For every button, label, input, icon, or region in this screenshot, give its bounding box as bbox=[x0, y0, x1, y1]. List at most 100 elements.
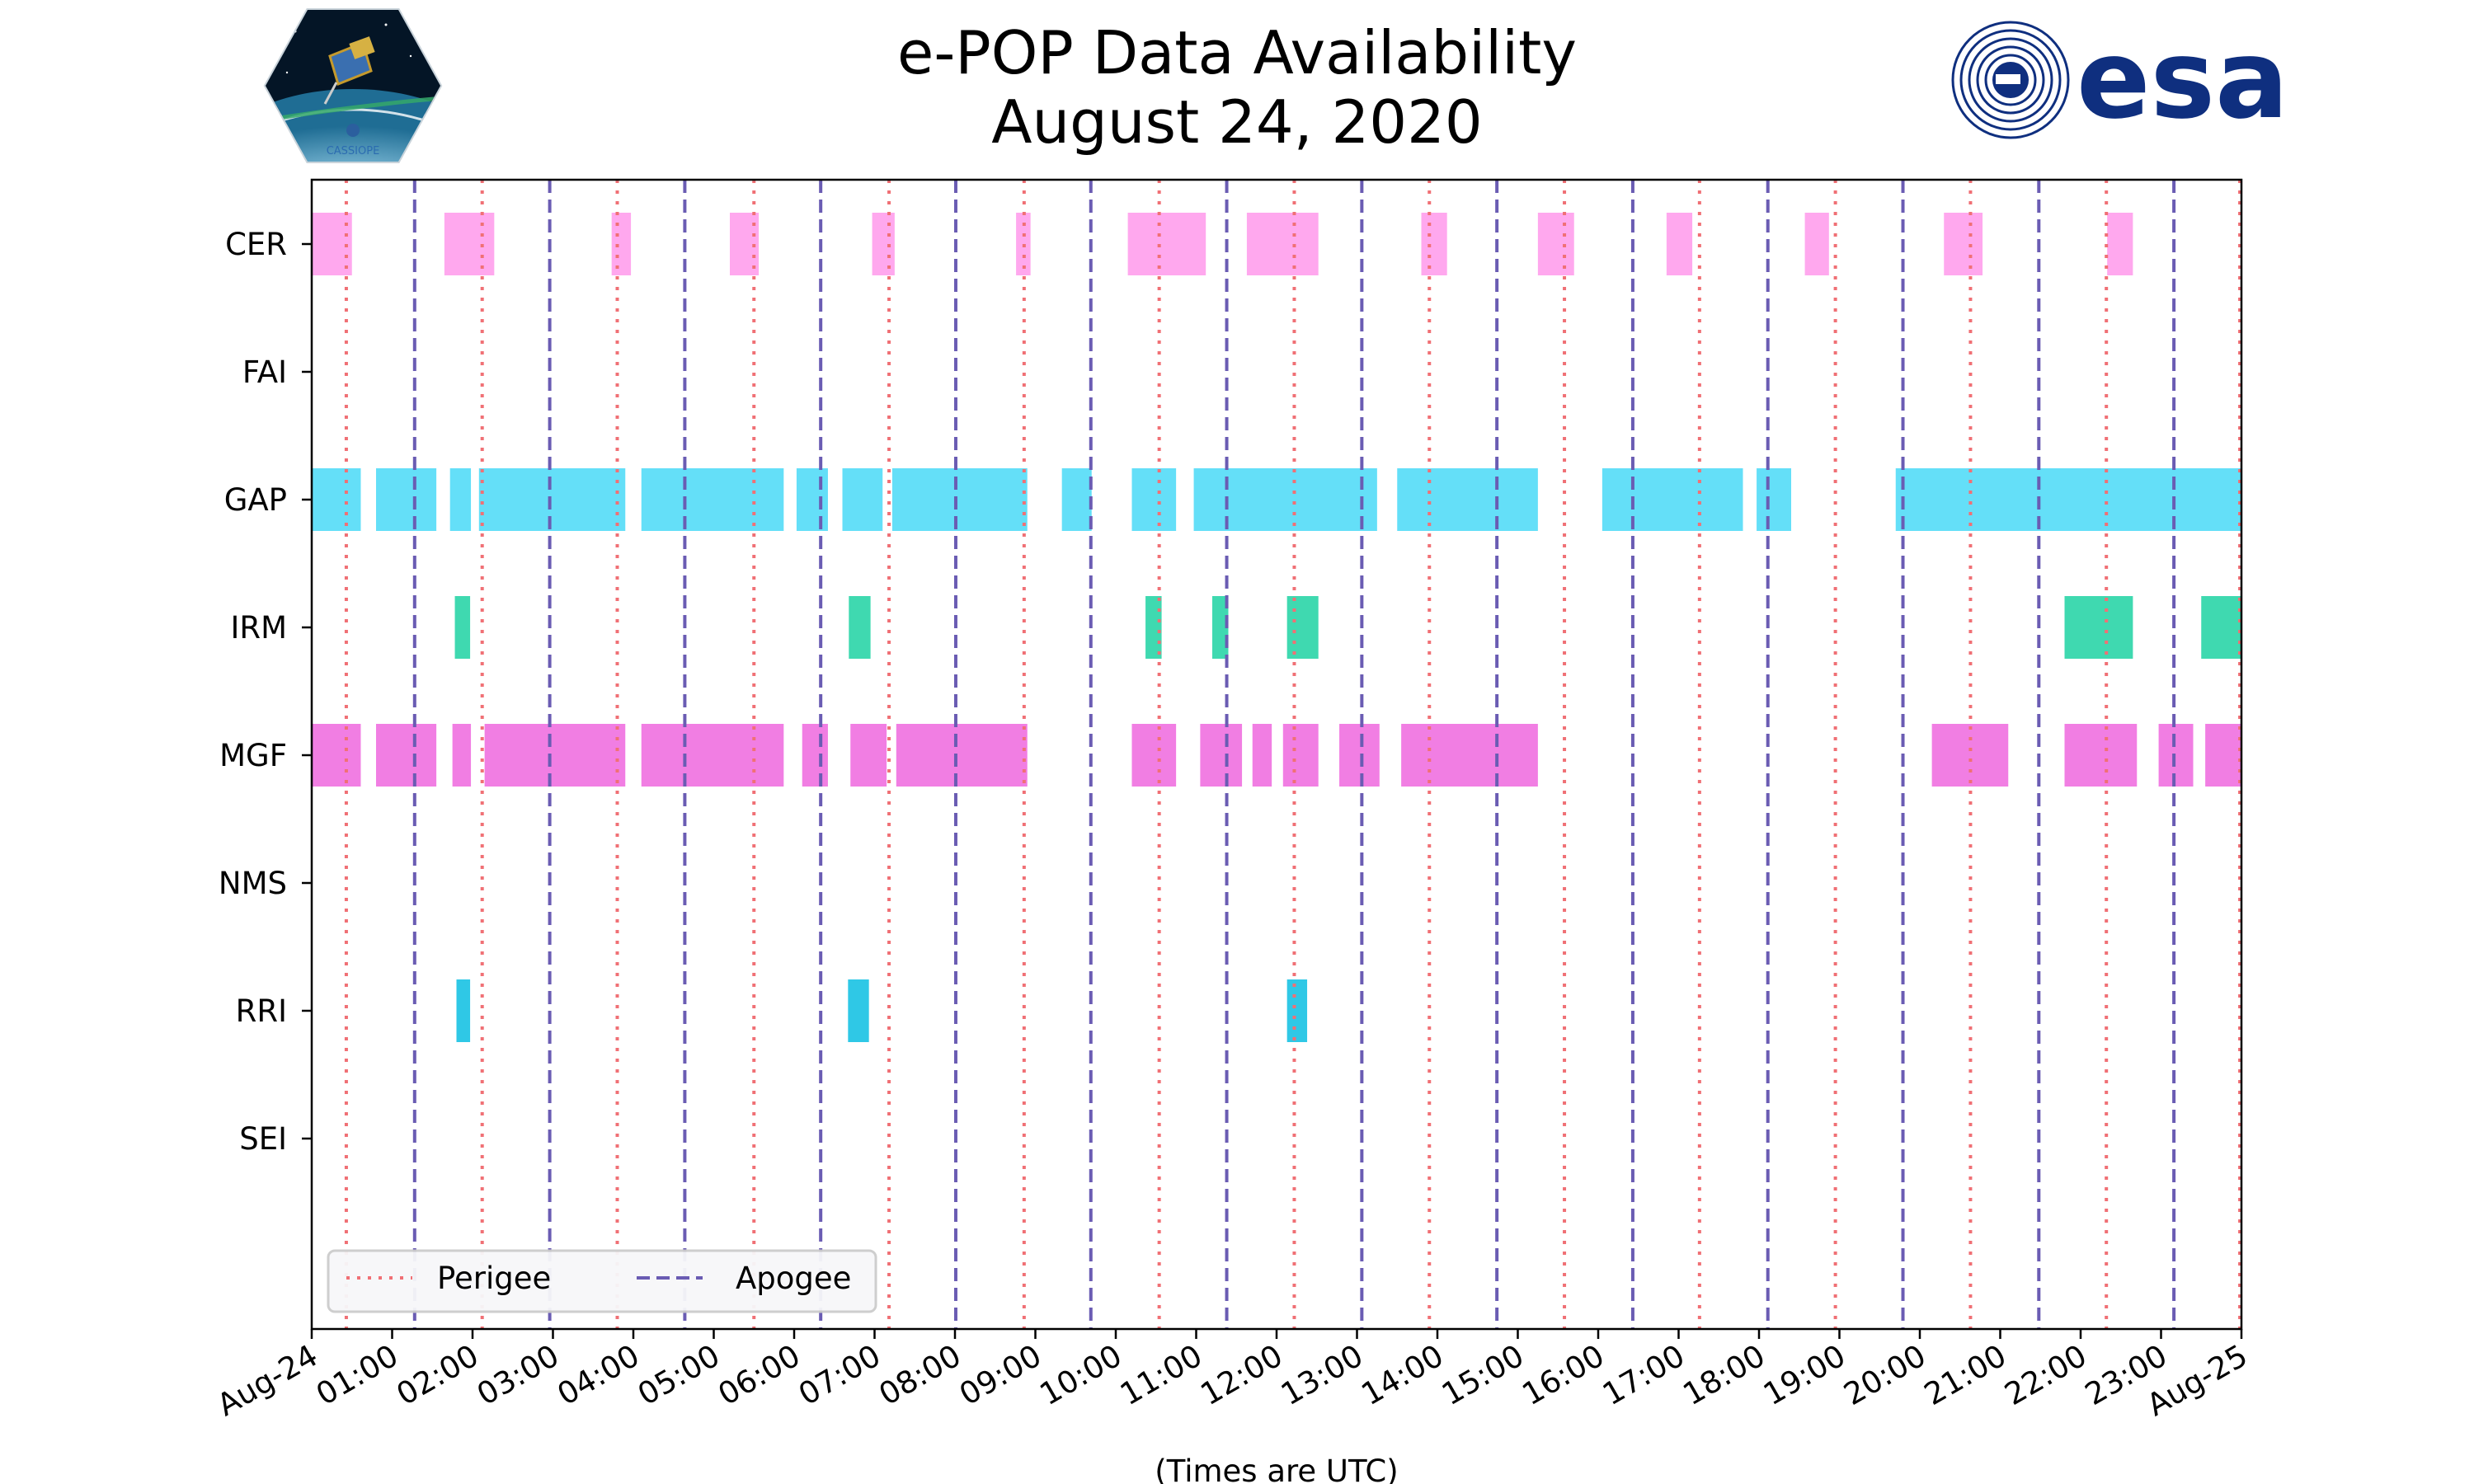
esa-logo: esa bbox=[1951, 20, 2288, 140]
y-tick-label: FAI bbox=[242, 355, 287, 390]
x-tick-label: 04:00 bbox=[552, 1338, 646, 1413]
legend-box bbox=[327, 1249, 877, 1313]
legend: Perigee Apogee bbox=[327, 1249, 877, 1313]
bar-cer bbox=[1246, 213, 1319, 275]
bar-irm bbox=[1286, 596, 1319, 659]
legend-apogee-label: Apogee bbox=[736, 1261, 851, 1296]
bar-irm bbox=[849, 596, 871, 659]
x-tick-label: 06:00 bbox=[713, 1338, 807, 1413]
satellite-icon bbox=[323, 36, 375, 105]
bar-mgf bbox=[2158, 724, 2194, 787]
bar-mgf bbox=[802, 724, 828, 787]
bar-gap bbox=[478, 468, 626, 531]
cassiope-mission-logo: CASSIOPE bbox=[263, 8, 443, 163]
bar-mgf bbox=[452, 724, 472, 787]
bar-mgf bbox=[2064, 724, 2138, 787]
x-tick-label: 03:00 bbox=[471, 1338, 565, 1413]
x-tick-label: 09:00 bbox=[953, 1338, 1047, 1413]
bar-cer bbox=[1804, 213, 1829, 275]
bar-gap bbox=[376, 468, 437, 531]
bar-gap bbox=[1061, 468, 1092, 531]
cassiope-badge-text: CASSIOPE bbox=[327, 145, 380, 157]
bar-mgf bbox=[2205, 724, 2241, 787]
x-tick-label: 11:00 bbox=[1114, 1338, 1208, 1413]
bar-mgf bbox=[312, 724, 361, 787]
x-tick-label: 19:00 bbox=[1757, 1338, 1851, 1413]
y-tick-label: SEI bbox=[239, 1121, 287, 1157]
bar-rri bbox=[1286, 979, 1308, 1042]
bar-mgf bbox=[850, 724, 887, 787]
bar-mgf bbox=[484, 724, 626, 787]
bar-irm bbox=[2064, 596, 2133, 659]
bar-cer bbox=[1944, 213, 1983, 275]
x-axis-label: (Times are UTC) bbox=[1155, 1453, 1398, 1484]
x-tick-label: 14:00 bbox=[1356, 1338, 1450, 1413]
x-tick-label: 16:00 bbox=[1517, 1338, 1611, 1413]
y-tick-label: CER bbox=[225, 227, 287, 262]
bar-gap bbox=[1193, 468, 1377, 531]
x-tick-label: Aug-24 bbox=[211, 1338, 323, 1424]
y-tick-label: GAP bbox=[224, 482, 287, 518]
x-tick-label: 01:00 bbox=[310, 1338, 404, 1413]
bar-gap bbox=[449, 468, 472, 531]
bar-gap bbox=[796, 468, 828, 531]
bar-mgf bbox=[641, 724, 784, 787]
bar-gap bbox=[641, 468, 784, 531]
bar-irm bbox=[454, 596, 471, 659]
x-tick-label: 08:00 bbox=[873, 1338, 967, 1413]
bar-mgf bbox=[896, 724, 1028, 787]
bar-cer bbox=[2107, 213, 2133, 275]
esa-wordmark: esa bbox=[2077, 20, 2288, 140]
bar-gap bbox=[1602, 468, 1743, 531]
bar-mgf bbox=[1339, 724, 1380, 787]
x-tick-label: 15:00 bbox=[1436, 1338, 1530, 1413]
bar-cer bbox=[611, 213, 632, 275]
bar-gap bbox=[312, 468, 361, 531]
bar-mgf bbox=[1200, 724, 1243, 787]
x-tick-label: 13:00 bbox=[1275, 1338, 1369, 1413]
bar-mgf bbox=[1131, 724, 1177, 787]
bar-mgf bbox=[1282, 724, 1319, 787]
x-tick-label: 12:00 bbox=[1195, 1338, 1289, 1413]
x-tick-label: 22:00 bbox=[1999, 1338, 2093, 1413]
bar-rri bbox=[848, 979, 869, 1042]
bar-irm bbox=[1145, 596, 1162, 659]
chart-title: e-POP Data Availability bbox=[897, 18, 1577, 87]
bar-gap bbox=[1397, 468, 1538, 531]
bar-cer bbox=[1421, 213, 1447, 275]
y-tick-label: RRI bbox=[236, 993, 287, 1029]
y-tick-label: IRM bbox=[230, 610, 287, 646]
esa-swirl-icon bbox=[1951, 21, 2070, 139]
bar-mgf bbox=[1931, 724, 2009, 787]
bar-mgf bbox=[1401, 724, 1538, 787]
bar-gap bbox=[1895, 468, 2241, 531]
x-tick-label: 21:00 bbox=[1918, 1338, 2012, 1413]
legend-perigee-label: Perigee bbox=[437, 1261, 551, 1296]
bar-mgf bbox=[376, 724, 437, 787]
bar-cer bbox=[1666, 213, 1693, 275]
chart-title-block: e-POP Data Availability August 24, 2020 bbox=[0, 18, 2474, 157]
bar-irm bbox=[2201, 596, 2241, 659]
x-tick-label: 10:00 bbox=[1034, 1338, 1128, 1413]
y-tick-label: NMS bbox=[219, 866, 287, 901]
x-tick-label: 17:00 bbox=[1597, 1338, 1691, 1413]
bar-gap bbox=[842, 468, 883, 531]
x-tick-label: 07:00 bbox=[793, 1338, 887, 1413]
chart-subtitle: August 24, 2020 bbox=[991, 87, 1483, 157]
bar-mgf bbox=[1252, 724, 1272, 787]
bar-cer bbox=[872, 213, 895, 275]
x-tick-label: 05:00 bbox=[632, 1338, 726, 1413]
bar-rri bbox=[456, 979, 471, 1042]
y-tick-label: MGF bbox=[219, 738, 287, 773]
bar-cer bbox=[1537, 213, 1574, 275]
x-tick-label: 02:00 bbox=[391, 1338, 485, 1413]
x-tick-label: 18:00 bbox=[1677, 1338, 1771, 1413]
bar-gap bbox=[1131, 468, 1177, 531]
bar-gap bbox=[1757, 468, 1791, 531]
bar-irm bbox=[1212, 596, 1229, 659]
bar-cer bbox=[444, 213, 495, 275]
bar-cer bbox=[1127, 213, 1206, 275]
x-tick-label: 20:00 bbox=[1838, 1338, 1932, 1413]
bar-gap bbox=[891, 468, 1028, 531]
